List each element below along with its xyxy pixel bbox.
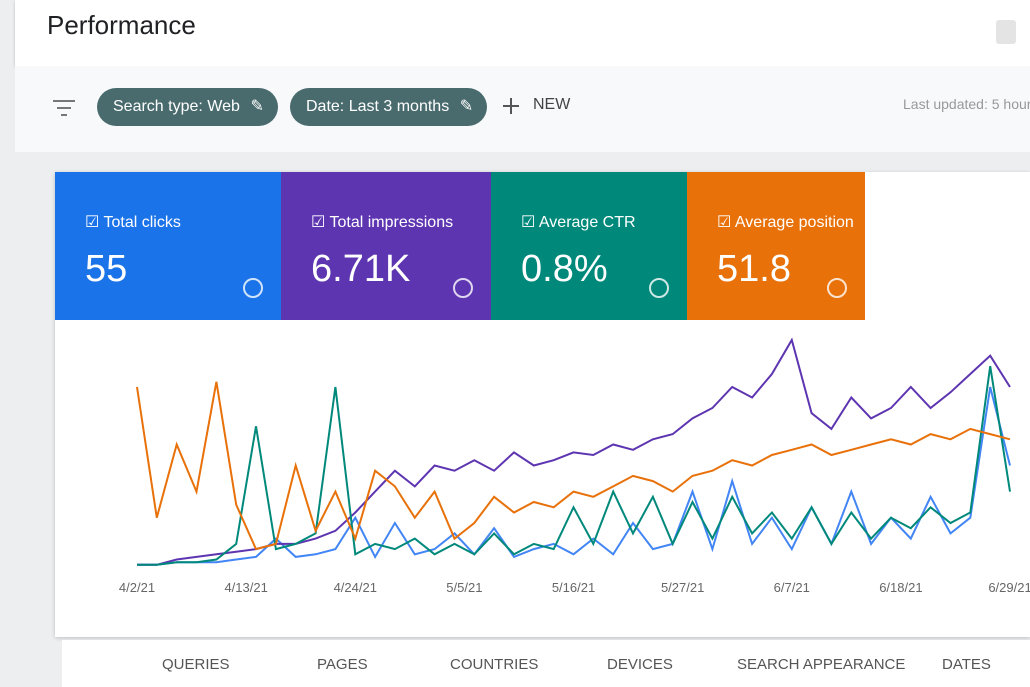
filter-icon[interactable] [51, 98, 77, 118]
tab[interactable]: COUNTRIES [450, 656, 539, 673]
x-tick-label: 4/24/21 [334, 580, 377, 595]
metric-card[interactable]: Total impressions 6.71K [281, 172, 491, 320]
tab[interactable]: SEARCH APPEARANCE [737, 656, 906, 673]
metric-label: Total impressions [311, 212, 454, 232]
x-tick-label: 6/7/21 [774, 580, 810, 595]
metric-card[interactable]: Average CTR 0.8% [491, 172, 687, 320]
x-tick-label: 4/13/21 [224, 580, 267, 595]
tab[interactable]: PAGES [317, 656, 368, 673]
metric-value: 55 [85, 248, 128, 290]
search-type-chip[interactable]: Search type: Web [97, 88, 278, 126]
download-button[interactable] [996, 20, 1016, 44]
last-updated: Last updated: 5 hour [903, 96, 1030, 112]
metric-label: Average CTR [521, 212, 636, 232]
x-tick-label: 5/5/21 [446, 580, 482, 595]
help-icon [243, 278, 263, 298]
help-icon [453, 278, 473, 298]
x-tick-label: 4/2/21 [119, 580, 155, 595]
x-tick-label: 5/27/21 [661, 580, 704, 595]
metric-label: Average position [717, 212, 854, 232]
x-tick-label: 6/29/21 [988, 580, 1030, 595]
metric-label: Total clicks [85, 212, 181, 232]
series-line [137, 365, 1011, 566]
header: Performance [15, 0, 1030, 66]
series-line [137, 337, 1011, 566]
help-icon [827, 278, 847, 298]
page-title: Performance [47, 10, 196, 40]
tab[interactable]: DATES [942, 656, 991, 673]
x-tick-label: 5/16/21 [552, 580, 595, 595]
tab[interactable]: QUERIES [162, 656, 230, 673]
metric-value: 6.71K [311, 248, 411, 290]
new-button[interactable]: NEW [533, 96, 571, 113]
plus-icon[interactable] [501, 96, 521, 116]
report-panel: Total clicks 55 Total impressions 6.71K Aver… [55, 172, 1030, 637]
series-line [136, 381, 1011, 551]
line-chart: 4/2/21 4/13/21 4/24/21 5/5/21 5/16/21 5/27/21… [119, 337, 1030, 595]
metric-value: 51.8 [717, 248, 791, 290]
tab[interactable]: DEVICES [607, 656, 673, 673]
toolbar: Search type: Web Date: Last 3 months NEW… [15, 66, 1030, 152]
help-icon [649, 278, 669, 298]
metric-card[interactable]: Total clicks 55 [55, 172, 281, 320]
metric-value: 0.8% [521, 248, 608, 290]
metric-card[interactable]: Average position 51.8 [687, 172, 865, 320]
tab-bar: QUERIES PAGES COUNTRIES DEVICES SEARCH APPEA… [62, 640, 1030, 687]
x-tick-label: 6/18/21 [879, 580, 922, 595]
date-chip[interactable]: Date: Last 3 months [290, 88, 488, 126]
